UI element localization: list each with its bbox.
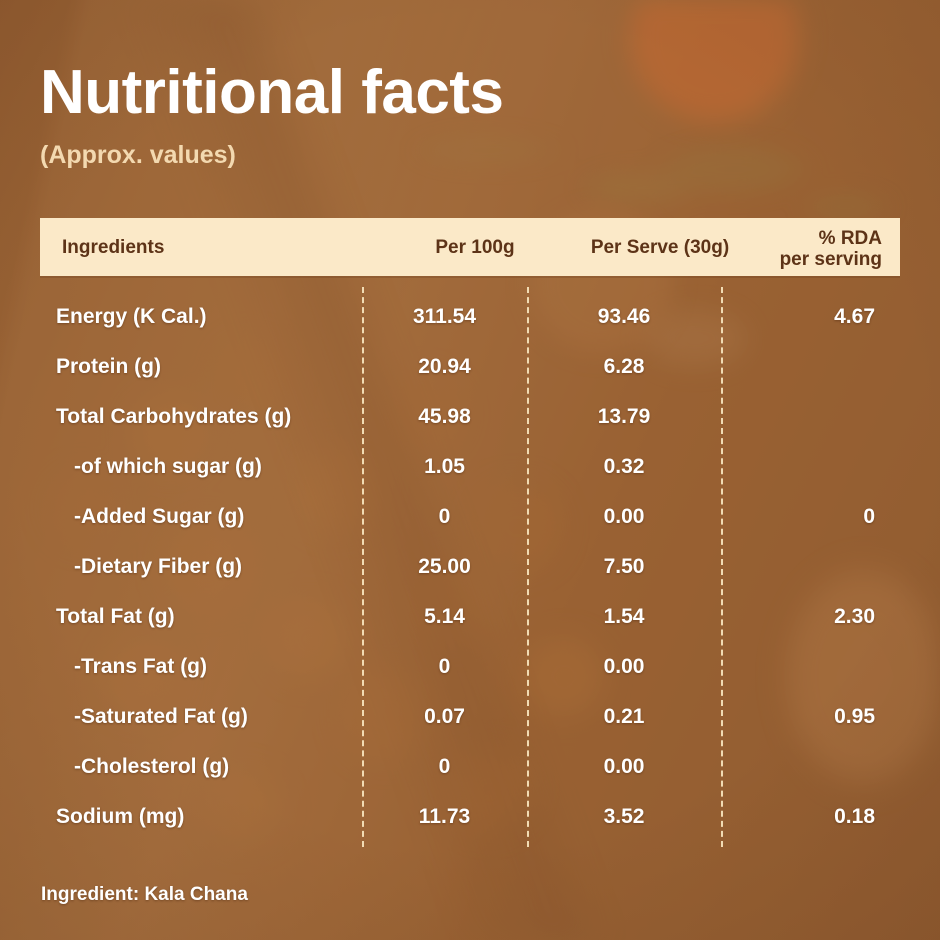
cell-per-serve: 7.50 [603,555,645,578]
cell-per-100g: 20.94 [418,355,471,378]
cell-per-serve: 13.79 [597,405,651,428]
cell-rda: 4.67 [834,305,875,328]
cell-rda: 2.30 [834,605,875,628]
column-divider-1 [362,287,364,847]
cell-per-serve: 93.46 [597,305,651,328]
cell-per-100g: 5.14 [424,605,465,628]
cell-per-100g: 0.07 [424,705,465,728]
cell-per-serve: 0.00 [603,655,645,678]
cell-ingredient: Protein (g) [56,355,161,378]
ingredient-note: Ingredient: Kala Chana [41,884,248,905]
cell-rda: 0 [863,505,875,528]
cell-per-100g: 0 [438,655,451,678]
cell-rda: 0.18 [834,805,875,828]
table-row: Sodium (mg) 11.73 3.52 0.18 [40,795,900,845]
cell-ingredient: -Added Sugar (g) [74,505,245,528]
cell-per-serve: 6.28 [603,355,645,378]
cell-per-serve: 0.00 [603,755,645,778]
table-row: -of which sugar (g) 1.05 0.32 [40,445,900,495]
table-row: -Saturated Fat (g) 0.07 0.21 0.95 [40,695,900,745]
cell-ingredient: -Dietary Fiber (g) [74,555,243,578]
cell-ingredient: -of which sugar (g) [74,455,262,478]
cell-per-100g: 311.54 [412,305,477,328]
cell-ingredient: Energy (K Cal.) [56,305,207,328]
table-row: -Trans Fat (g) 0 0.00 [40,645,900,695]
table-row: -Cholesterol (g) 0 0.00 [40,745,900,795]
table-row: -Dietary Fiber (g) 25.00 7.50 [40,545,900,595]
page-title: Nutritional facts [40,58,504,127]
cell-rda: 0.95 [834,705,875,728]
cell-per-100g: 45.98 [418,405,471,428]
cell-per-serve: 0.21 [603,705,645,728]
cell-per-100g: 0 [438,755,451,778]
cell-per-100g: 0 [438,505,451,528]
column-divider-2 [527,287,529,847]
cell-per-serve: 0.32 [603,455,645,478]
cell-ingredient: Sodium (mg) [56,805,185,828]
cell-ingredient: Total Carbohydrates (g) [56,405,292,428]
column-header-per-100g: Per 100g [435,237,515,258]
column-divider-3 [721,287,723,847]
column-header-rda: % RDA per serving [780,228,882,271]
column-header-per-serve: Per Serve (30g) [590,237,730,258]
table-row: -Added Sugar (g) 0 0.00 0 [40,495,900,545]
table-header-row: Ingredients Per 100g Per Serve (30g) % R… [40,218,900,276]
table-row: Total Carbohydrates (g) 45.98 13.79 [40,395,900,445]
cell-per-serve: 3.52 [603,805,645,828]
cell-ingredient: -Saturated Fat (g) [74,705,248,728]
cell-per-100g: 1.05 [424,455,465,478]
page-subtitle: (Approx. values) [40,141,236,169]
table-row: Energy (K Cal.) 311.54 93.46 4.67 [40,295,900,345]
cell-per-100g: 11.73 [418,805,471,828]
table-body: Energy (K Cal.) 311.54 93.46 4.67 Protein (g… [40,295,900,845]
column-header-ingredients: Ingredients [62,237,165,258]
table-row: Protein (g) 20.94 6.28 [40,345,900,395]
cell-per-serve: 0.00 [603,505,645,528]
column-header-rda-line1: % RDA [818,228,882,249]
cell-ingredient: -Cholesterol (g) [74,755,230,778]
cell-ingredient: -Trans Fat (g) [74,655,208,678]
cell-per-serve: 1.54 [603,605,645,628]
table-row: Total Fat (g) 5.14 1.54 2.30 [40,595,900,645]
cell-ingredient: Total Fat (g) [56,605,175,628]
column-header-rda-line2: per serving [779,249,882,271]
cell-per-100g: 25.00 [418,555,471,578]
